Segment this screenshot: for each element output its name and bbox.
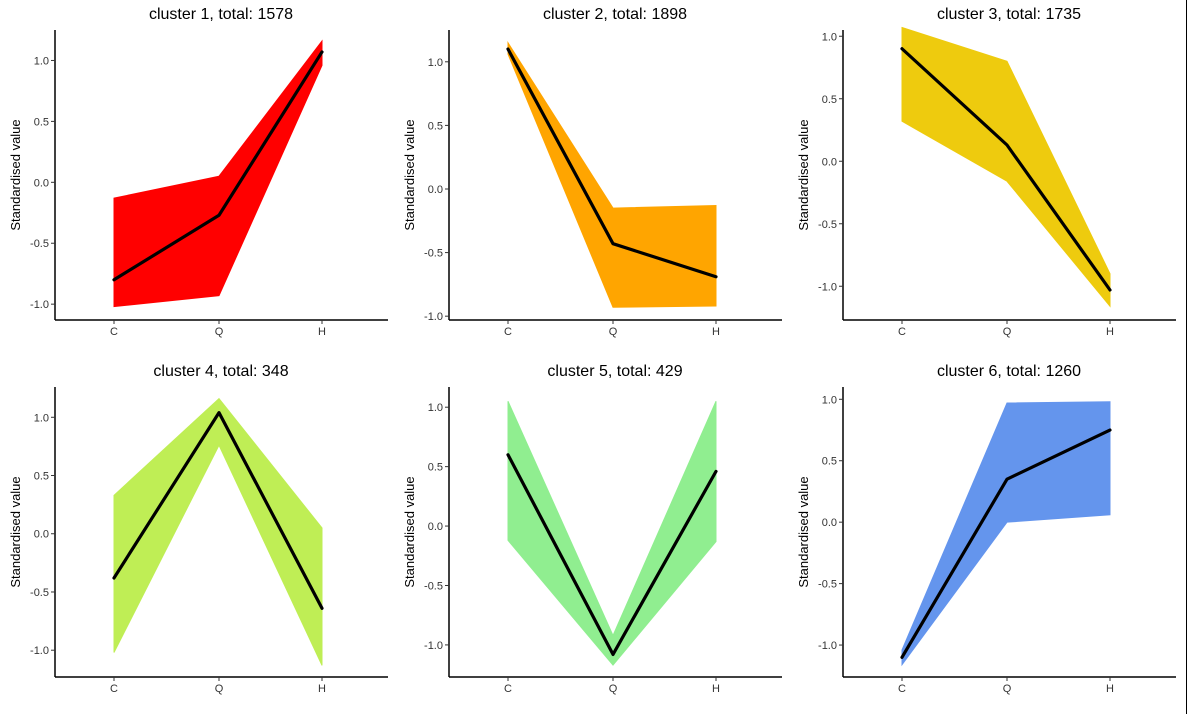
x-tick-label: C — [110, 326, 118, 338]
x-tick-label: H — [1106, 683, 1114, 695]
y-tick-label: 1.0 — [822, 394, 837, 406]
profile-band — [113, 397, 323, 666]
y-tick-label: 1.0 — [428, 402, 443, 414]
mean-line — [506, 453, 718, 657]
y-tick-label: 0.0 — [822, 517, 837, 529]
x-tick-label: C — [898, 326, 906, 338]
mean-line — [506, 47, 718, 279]
mean-line — [900, 428, 1112, 659]
y-tick-label: 0.5 — [428, 462, 443, 474]
chart-title: cluster 6, total: 1260 — [937, 363, 1081, 380]
y-tick-label: 0.0 — [428, 521, 443, 533]
x-tick-label: Q — [609, 326, 618, 338]
chart-svg: cluster 4, total: 348 Standardised value 1… — [8, 363, 388, 695]
y-tick-label: -0.5 — [818, 579, 837, 591]
cluster-2-panel: cluster 2, total: 1898 Standardised value… — [394, 0, 788, 357]
x-tick-label: H — [712, 683, 720, 695]
x-tick-label: H — [318, 326, 326, 338]
x-tick-label: Q — [1003, 683, 1012, 695]
x-tick-label: Q — [1003, 326, 1012, 338]
y-tick-label: 1.0 — [822, 31, 837, 43]
y-axis-label: Standardised value — [402, 119, 417, 230]
chart-svg: cluster 6, total: 1260 Standardised value… — [796, 363, 1176, 695]
chart-svg: cluster 2, total: 1898 Standardised value… — [402, 6, 782, 338]
y-tick-label: 0.0 — [34, 177, 49, 189]
profile-band — [901, 26, 1111, 308]
y-tick-label: -1.0 — [424, 640, 443, 652]
mean-line — [900, 47, 1112, 292]
y-tick-label: -0.5 — [424, 580, 443, 592]
y-axis-label: Standardised value — [796, 476, 811, 587]
y-tick-label: -1.0 — [818, 281, 837, 293]
right-edge-border — [1186, 0, 1194, 714]
chart-svg: cluster 3, total: 1735 Standardised value… — [796, 6, 1176, 338]
chart-svg: cluster 1, total: 1578 Standardised value… — [8, 6, 388, 338]
y-tick-label: -1.0 — [424, 311, 443, 323]
profile-band — [507, 40, 717, 308]
cluster-6-panel: cluster 6, total: 1260 Standardised value… — [788, 357, 1182, 714]
y-tick-label: -0.5 — [30, 587, 49, 599]
cluster-5-panel: cluster 5, total: 429 Standardised value 1… — [394, 357, 788, 714]
chart-title: cluster 3, total: 1735 — [937, 6, 1081, 23]
y-tick-label: -0.5 — [30, 238, 49, 250]
cluster-1-panel: cluster 1, total: 1578 Standardised value… — [0, 0, 394, 357]
x-tick-label: C — [504, 326, 512, 338]
profile-band — [507, 401, 717, 666]
y-tick-label: 1.0 — [34, 412, 49, 424]
x-tick-label: Q — [609, 683, 618, 695]
cluster-4-panel: cluster 4, total: 348 Standardised value 1… — [0, 357, 394, 714]
x-tick-label: Q — [215, 683, 224, 695]
y-tick-label: 0.5 — [822, 94, 837, 106]
y-tick-label: 0.0 — [822, 156, 837, 168]
y-tick-label: 0.5 — [428, 120, 443, 132]
x-tick-label: C — [504, 683, 512, 695]
y-tick-label: 0.5 — [822, 456, 837, 468]
y-tick-label: 1.0 — [428, 57, 443, 69]
x-tick-label: H — [712, 326, 720, 338]
chart-title: cluster 5, total: 429 — [547, 363, 682, 380]
y-axis-label: Standardised value — [402, 476, 417, 587]
chart-title: cluster 1, total: 1578 — [149, 6, 293, 23]
y-tick-label: 1.0 — [34, 55, 49, 67]
y-tick-label: -0.5 — [818, 219, 837, 231]
x-tick-label: C — [110, 683, 118, 695]
x-tick-label: C — [898, 683, 906, 695]
chart-title: cluster 2, total: 1898 — [543, 6, 687, 23]
y-axis-label: Standardised value — [8, 476, 23, 587]
y-tick-label: 0.5 — [34, 116, 49, 128]
profile-band — [113, 39, 323, 308]
x-tick-label: Q — [215, 326, 224, 338]
y-tick-label: -1.0 — [818, 640, 837, 652]
mean-line — [112, 411, 324, 610]
profile-band — [901, 401, 1111, 667]
y-tick-label: -1.0 — [30, 299, 49, 311]
y-axis-label: Standardised value — [8, 119, 23, 230]
mean-line — [112, 50, 324, 282]
chart-title: cluster 4, total: 348 — [153, 363, 288, 380]
y-axis-label: Standardised value — [796, 119, 811, 230]
y-tick-label: -0.5 — [424, 248, 443, 260]
y-tick-label: -1.0 — [30, 645, 49, 657]
cluster-3-panel: cluster 3, total: 1735 Standardised value… — [788, 0, 1182, 357]
y-tick-label: 0.0 — [428, 184, 443, 196]
x-tick-label: H — [1106, 326, 1114, 338]
y-tick-label: 0.0 — [34, 529, 49, 541]
y-tick-label: 0.5 — [34, 471, 49, 483]
chart-svg: cluster 5, total: 429 Standardised value 1… — [402, 363, 782, 695]
x-tick-label: H — [318, 683, 326, 695]
